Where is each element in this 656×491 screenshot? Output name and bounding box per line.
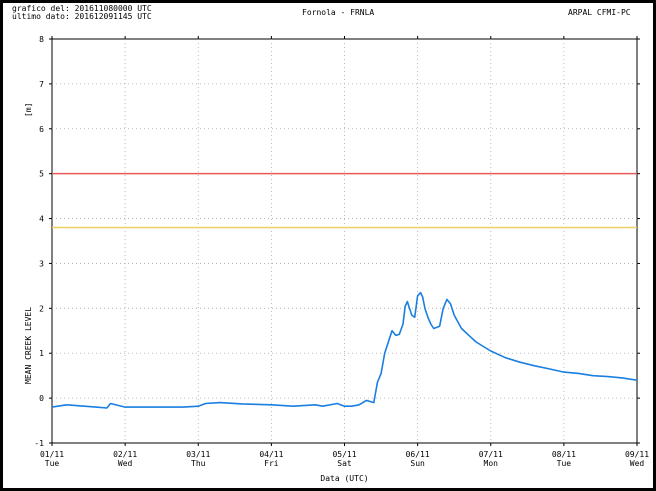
x-tick-label-date: 04/11 [259, 450, 283, 459]
y-axis-label: MEAN CREEK LEVEL [24, 307, 33, 384]
x-tick-label-date: 01/11 [40, 450, 64, 459]
y-tick-label: 7 [39, 80, 44, 89]
x-tick-label-day: Tue [557, 459, 572, 468]
level-series-line [51, 291, 638, 409]
y-tick-label: 4 [39, 215, 44, 224]
x-tick-label-day: Tue [45, 459, 60, 468]
x-tick-label-day: Sat [337, 459, 352, 468]
y-tick-label: 6 [39, 125, 44, 134]
y-tick-label: 0 [39, 394, 44, 403]
x-tick-label-date: 08/11 [552, 450, 576, 459]
y-tick-label: 5 [39, 170, 44, 179]
y-tick-label: 2 [39, 304, 44, 313]
x-tick-label-day: Mon [484, 459, 499, 468]
x-tick-label-day: Thu [191, 459, 206, 468]
y-tick-label: 1 [39, 349, 44, 358]
y-axis-unit: [m] [24, 103, 33, 117]
x-tick-label-day: Sun [410, 459, 425, 468]
x-tick-label-date: 09/11 [625, 450, 649, 459]
y-tick-label: -1 [34, 439, 44, 448]
chart-title: Fornola - FRNLA [302, 8, 375, 17]
x-tick-label-date: 07/11 [479, 450, 503, 459]
x-tick-label-date: 06/11 [406, 450, 430, 459]
x-axis-label: Data (UTC) [320, 474, 368, 483]
last-data-date: ultimo dato: 201612091145 UTC [12, 12, 152, 21]
y-tick-label: 3 [39, 259, 44, 268]
x-tick-label-day: Wed [118, 459, 133, 468]
x-tick-label-date: 03/11 [186, 450, 210, 459]
source-label: ARPAL CFMI-PC [568, 8, 631, 17]
chart-issue-date: grafico del: 201611080000 UTC [12, 4, 152, 13]
x-tick-label-date: 05/11 [332, 450, 356, 459]
x-tick-label-day: Wed [630, 459, 645, 468]
x-tick-label-day: Fri [264, 459, 279, 468]
y-tick-label: 8 [39, 35, 44, 44]
x-tick-label-date: 02/11 [113, 450, 137, 459]
